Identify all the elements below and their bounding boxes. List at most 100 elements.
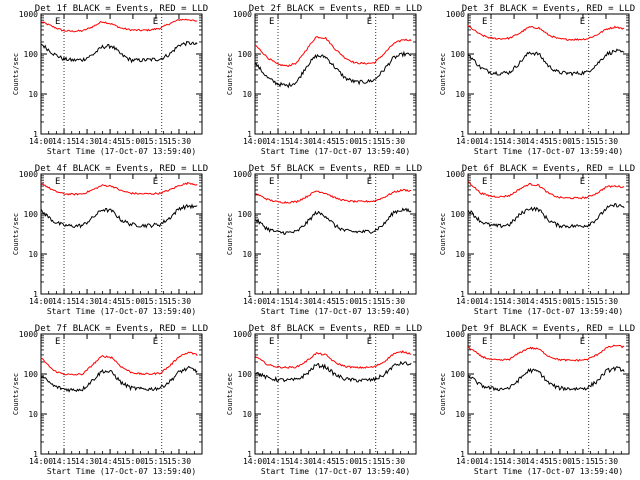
x-tick-label: 14:45 xyxy=(525,137,549,146)
chart-title: Det 7f BLACK = Events, RED = LLD xyxy=(35,324,208,334)
series-lld-red xyxy=(254,188,412,204)
event-marker-label: E xyxy=(55,337,60,347)
plot-frame xyxy=(467,333,630,455)
y-tick-label: 100 xyxy=(238,50,253,59)
x-tick-label: 15:30 xyxy=(381,137,405,146)
y-tick-label: 1000 xyxy=(446,10,465,19)
x-tick-label: 15:00 xyxy=(121,297,145,306)
y-axis-label: Counts/sec xyxy=(12,213,20,255)
event-marker-label: E xyxy=(153,337,158,347)
y-axis-label: Counts/sec xyxy=(439,213,447,255)
y-tick-label: 1000 xyxy=(19,10,38,19)
series-events-black xyxy=(254,207,412,236)
x-tick-label: 14:30 xyxy=(75,457,99,466)
event-marker-label: E xyxy=(153,17,158,27)
x-axis-label: Start Time (17-Oct-07 13:59:40) xyxy=(47,307,196,316)
y-tick-label: 1 xyxy=(33,290,38,299)
x-tick-label: 14:15 xyxy=(479,137,503,146)
x-tick-label: 14:00 xyxy=(456,297,480,306)
x-tick-label: 15:15 xyxy=(144,137,168,146)
x-tick-label: 14:00 xyxy=(29,137,53,146)
x-axis-label: Start Time (17-Oct-07 13:59:40) xyxy=(47,147,196,156)
y-axis-label: Counts/sec xyxy=(439,373,447,415)
x-tick-label: 15:30 xyxy=(167,457,191,466)
x-axis-label: Start Time (17-Oct-07 13:59:40) xyxy=(261,307,410,316)
y-tick-label: 10 xyxy=(455,410,465,419)
event-marker-label: E xyxy=(482,337,487,347)
event-marker-label: E xyxy=(580,17,585,27)
event-marker-label: E xyxy=(367,177,372,187)
series-events-black xyxy=(40,40,198,64)
x-tick-label: 15:30 xyxy=(167,137,191,146)
y-tick-label: 100 xyxy=(451,370,466,379)
x-tick-label: 15:15 xyxy=(571,297,595,306)
x-tick-label: 15:15 xyxy=(358,297,382,306)
x-tick-label: 14:45 xyxy=(312,297,336,306)
event-marker-label: E xyxy=(580,177,585,187)
x-tick-label: 14:30 xyxy=(289,457,313,466)
x-axis-label: Start Time (17-Oct-07 13:59:40) xyxy=(47,467,196,476)
event-marker-label: E xyxy=(55,177,60,187)
event-marker-label: E xyxy=(269,177,274,187)
y-tick-label: 1000 xyxy=(233,170,252,179)
y-tick-label: 10 xyxy=(28,90,38,99)
x-tick-label: 14:45 xyxy=(525,457,549,466)
x-tick-label: 15:15 xyxy=(144,297,168,306)
plot-frame xyxy=(254,13,417,135)
series-events-black xyxy=(40,203,198,229)
x-tick-label: 14:30 xyxy=(289,137,313,146)
y-axis-label: Counts/sec xyxy=(226,53,234,95)
event-marker-label: E xyxy=(367,337,372,347)
x-tick-label: 14:00 xyxy=(243,137,267,146)
chart-title: Det 9f BLACK = Events, RED = LLD xyxy=(462,324,635,334)
x-tick-label: 15:15 xyxy=(144,457,168,466)
y-tick-label: 100 xyxy=(451,210,466,219)
x-tick-label: 15:15 xyxy=(358,457,382,466)
event-marker-label: E xyxy=(580,337,585,347)
series-events-black xyxy=(40,365,198,393)
y-tick-label: 10 xyxy=(242,250,252,259)
x-tick-label: 14:15 xyxy=(52,297,76,306)
series-lld-red xyxy=(467,24,625,41)
y-tick-label: 10 xyxy=(28,250,38,259)
x-tick-label: 14:45 xyxy=(312,457,336,466)
chart-panel-2: Det 2f BLACK = Events, RED = LLD 1 10 100 10… xyxy=(226,4,422,156)
series-events-black xyxy=(254,360,412,383)
y-tick-label: 100 xyxy=(24,50,39,59)
y-tick-label: 100 xyxy=(24,210,39,219)
series-lld-red xyxy=(254,350,412,369)
x-tick-label: 15:30 xyxy=(381,457,405,466)
series-lld-red xyxy=(40,351,198,376)
series-events-black xyxy=(467,366,625,392)
x-tick-label: 14:30 xyxy=(289,297,313,306)
chart-title: Det 2f BLACK = Events, RED = LLD xyxy=(249,4,422,14)
x-tick-label: 15:00 xyxy=(548,297,572,306)
plot-frame xyxy=(254,333,417,455)
x-axis-label: Start Time (17-Oct-07 13:59:40) xyxy=(474,307,623,316)
x-tick-label: 15:15 xyxy=(571,137,595,146)
y-tick-label: 1000 xyxy=(233,10,252,19)
x-tick-label: 14:45 xyxy=(98,297,122,306)
series-events-black xyxy=(254,50,412,89)
x-tick-label: 14:45 xyxy=(312,137,336,146)
y-tick-label: 1000 xyxy=(19,170,38,179)
series-lld-red xyxy=(254,36,412,68)
plot-frame xyxy=(254,173,417,295)
y-axis-label: Counts/sec xyxy=(12,373,20,415)
x-axis-label: Start Time (17-Oct-07 13:59:40) xyxy=(474,147,623,156)
x-tick-label: 15:00 xyxy=(335,137,359,146)
x-tick-label: 15:30 xyxy=(381,297,405,306)
y-tick-label: 100 xyxy=(238,370,253,379)
x-tick-label: 14:30 xyxy=(502,457,526,466)
y-tick-label: 10 xyxy=(455,90,465,99)
x-tick-label: 14:00 xyxy=(29,297,53,306)
y-axis-label: Counts/sec xyxy=(226,373,234,415)
x-tick-label: 14:45 xyxy=(98,137,122,146)
plot-frame xyxy=(40,13,203,135)
chart-title: Det 6f BLACK = Events, RED = LLD xyxy=(462,164,635,174)
y-tick-label: 1 xyxy=(33,130,38,139)
plot-frame xyxy=(40,333,203,455)
event-marker-label: E xyxy=(269,337,274,347)
y-tick-label: 10 xyxy=(242,90,252,99)
series-lld-red xyxy=(40,181,198,196)
